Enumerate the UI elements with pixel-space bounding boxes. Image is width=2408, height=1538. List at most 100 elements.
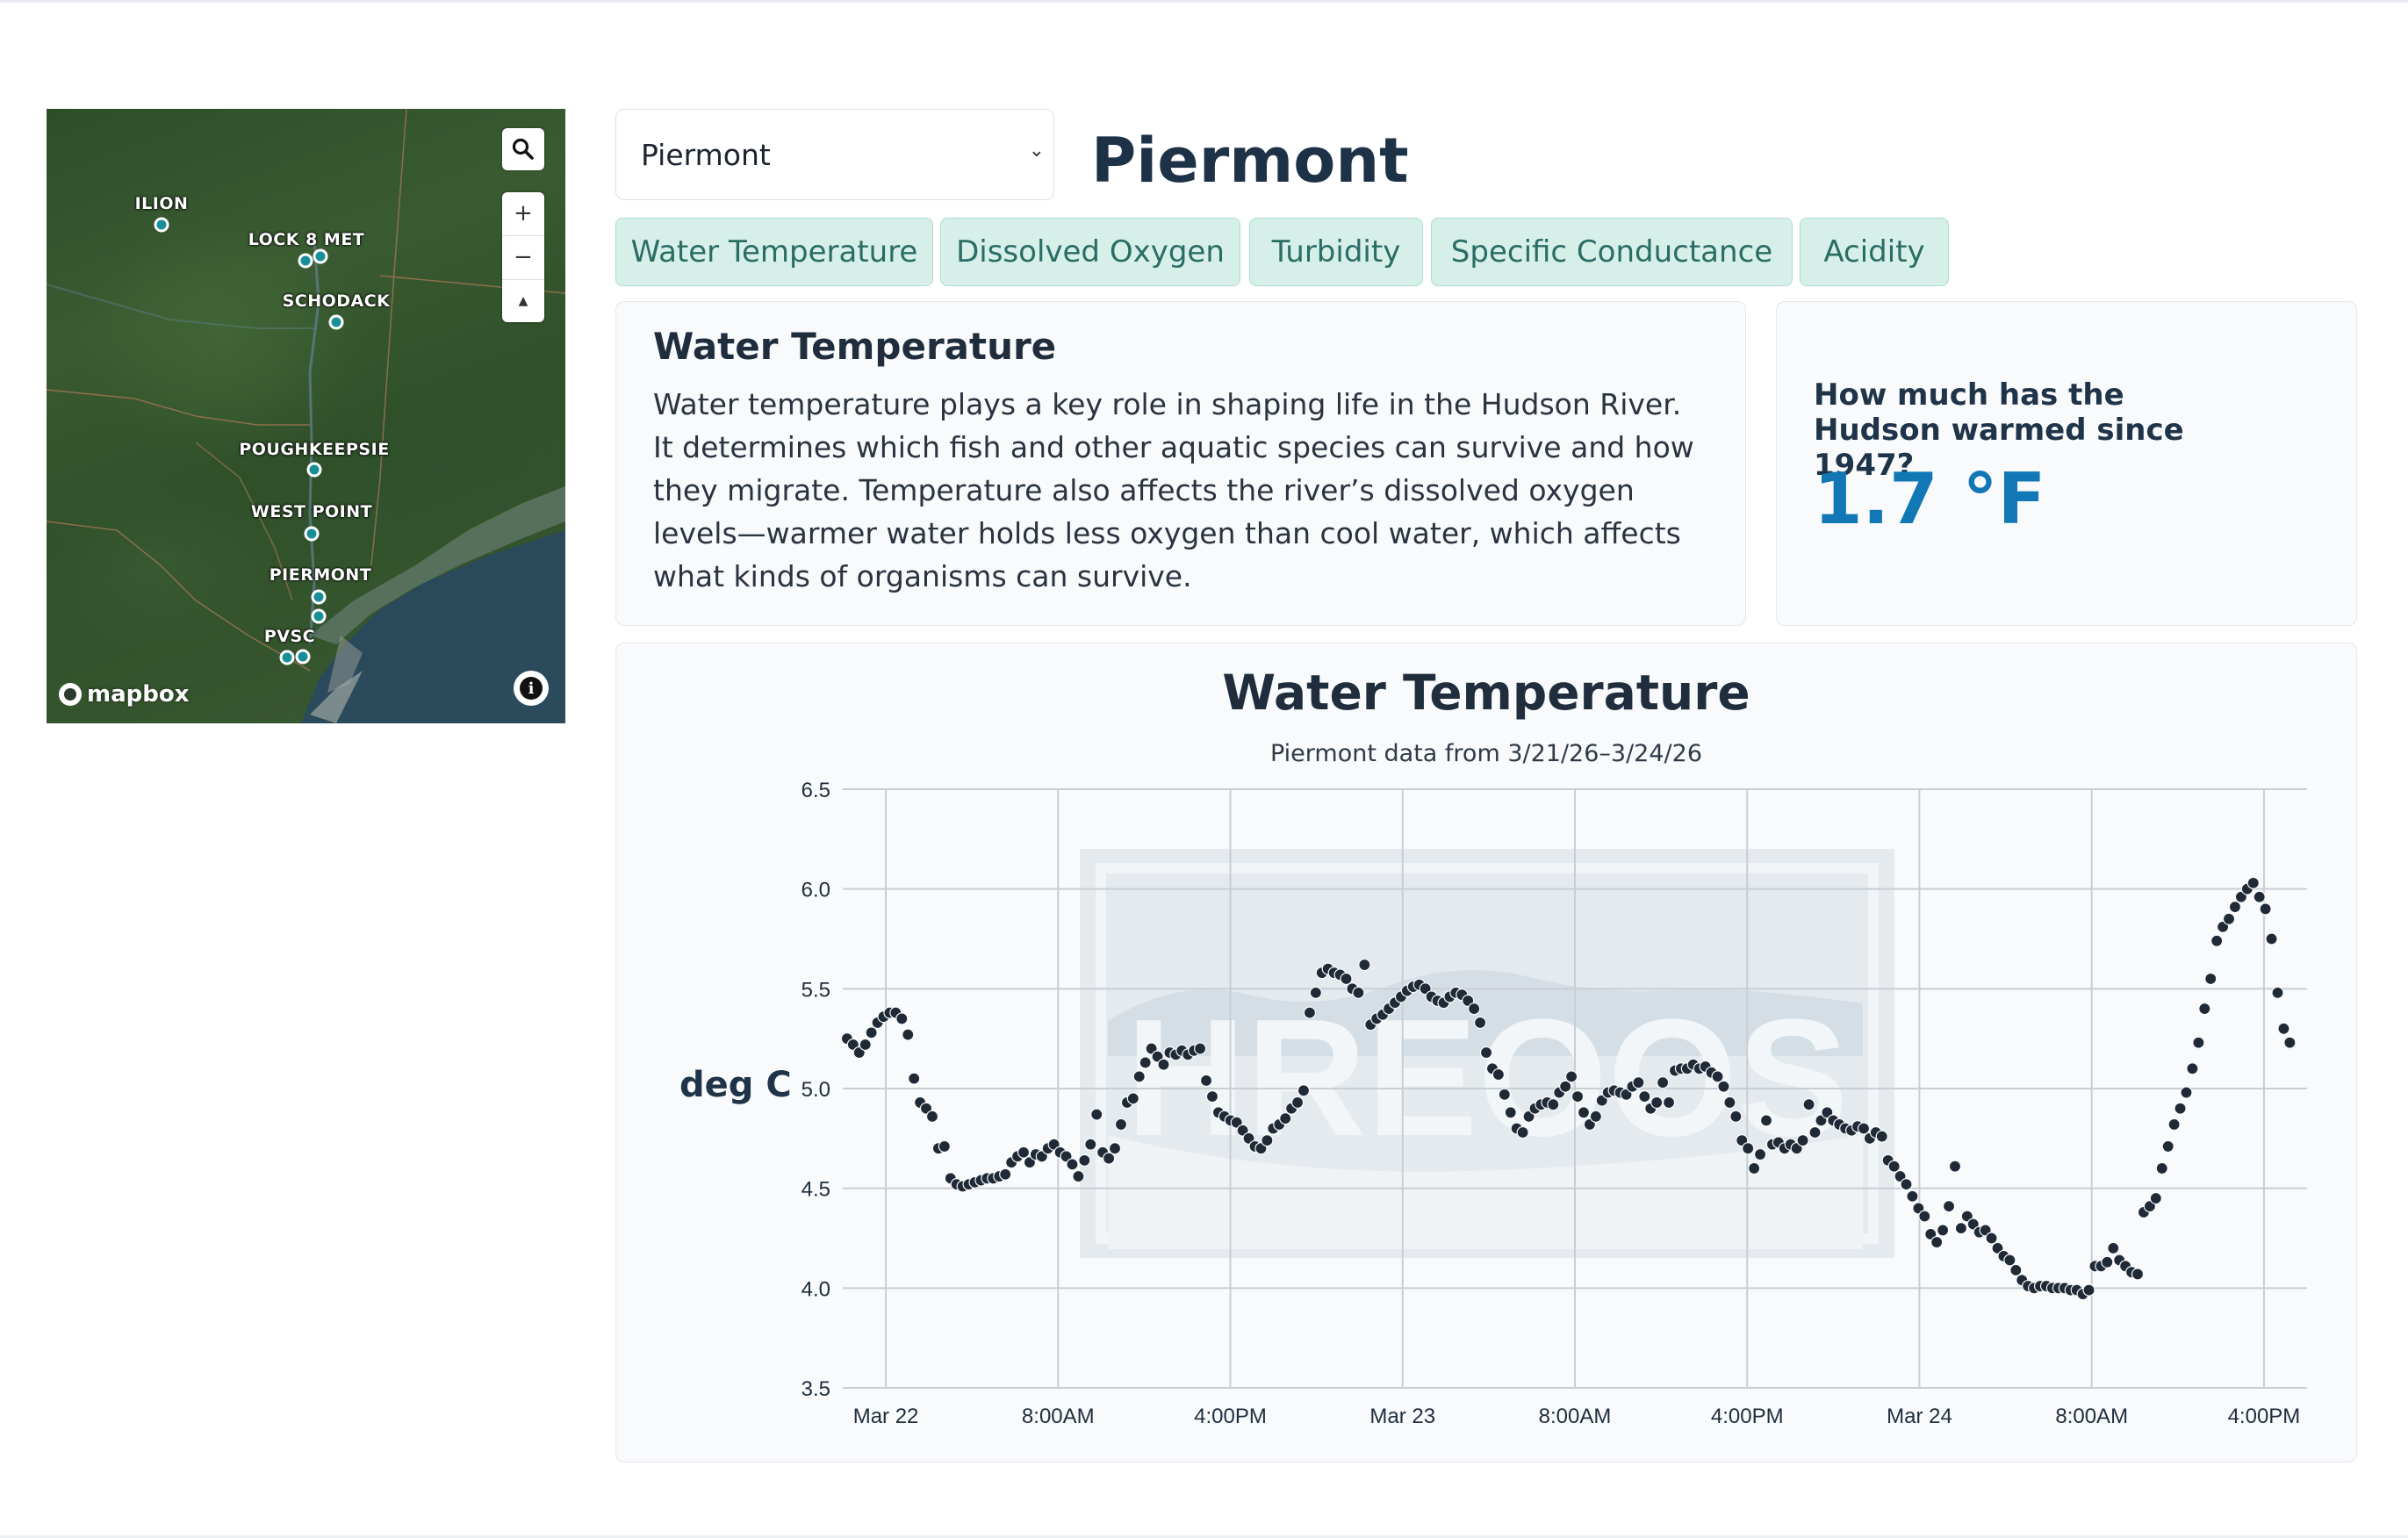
data-point xyxy=(1279,1111,1292,1125)
data-point xyxy=(1589,1110,1602,1123)
data-point xyxy=(1290,1096,1305,1110)
data-point xyxy=(2283,1036,2297,1049)
x-tick-label: 8:00AM xyxy=(1539,1405,1612,1428)
y-tick-label: 5.5 xyxy=(801,978,830,1002)
data-point xyxy=(1748,1161,1761,1175)
y-tick-labels: 6.5 6.0 5.5 5.0 4.5 4.0 3.5 xyxy=(801,779,830,1401)
tab-acidity[interactable]: Acidity xyxy=(1800,218,1949,286)
data-point xyxy=(2082,1283,2095,1297)
marker-piermont-south[interactable] xyxy=(311,608,327,624)
data-point xyxy=(2259,902,2272,916)
data-points xyxy=(840,876,2297,1301)
data-point xyxy=(1742,1142,1755,1155)
data-point xyxy=(1802,1098,1815,1111)
data-point xyxy=(1937,1224,1950,1237)
chart-watermark: HREOOS xyxy=(1080,849,1894,1258)
marker-pvsc-b[interactable] xyxy=(295,649,311,665)
marker-lock-8-met-a[interactable] xyxy=(298,253,313,269)
data-point xyxy=(1297,1084,1311,1097)
data-point xyxy=(1662,1096,1676,1110)
description-card: Water Temperature Water temperature play… xyxy=(615,301,1746,626)
data-point xyxy=(1468,1002,1481,1016)
data-point xyxy=(1759,1114,1773,1127)
data-point xyxy=(902,1028,915,1041)
marker-pvsc-a[interactable] xyxy=(279,650,295,665)
data-point xyxy=(1084,1138,1097,1151)
data-point xyxy=(999,1168,1012,1181)
data-point xyxy=(1857,1122,1871,1135)
data-point xyxy=(1473,1016,1487,1030)
data-point xyxy=(1565,1070,1578,1083)
tab-turbidity[interactable]: Turbidity xyxy=(1249,218,1423,286)
data-point xyxy=(2222,912,2236,925)
x-tick-label: 8:00AM xyxy=(2055,1405,2128,1428)
data-point xyxy=(2174,1102,2187,1115)
chart-subtitle: Piermont data from 3/21/26–3/24/26 xyxy=(1269,740,1702,767)
data-point xyxy=(1205,1089,1219,1103)
mapbox-attribution[interactable]: mapbox xyxy=(59,681,190,708)
data-point xyxy=(1352,986,1365,999)
chart-card: Water Temperature Piermont data from 3/2… xyxy=(615,643,2357,1463)
zoom-in-button[interactable]: + xyxy=(502,192,544,234)
data-point xyxy=(2271,986,2284,999)
x-tick-labels: Mar 22 8:00AM 4:00PM Mar 23 8:00AM 4:00PM Mar … xyxy=(853,1405,2301,1428)
marker-ilion[interactable] xyxy=(154,217,169,233)
marker-west-point[interactable] xyxy=(304,526,320,542)
compass-button[interactable]: ▲ xyxy=(502,280,544,322)
data-point xyxy=(1942,1200,1956,1213)
data-point xyxy=(1875,1130,1888,1143)
data-point xyxy=(1194,1042,1207,1055)
data-point xyxy=(2198,1002,2211,1016)
stat-value: 1.7 °F xyxy=(1814,458,2046,540)
zoom-out-button[interactable]: − xyxy=(502,236,544,278)
x-tick-label: 8:00AM xyxy=(1022,1405,1095,1428)
data-point xyxy=(1729,1110,1743,1123)
map-search-button[interactable] xyxy=(502,128,544,170)
data-point xyxy=(1808,1125,1822,1139)
data-point xyxy=(938,1139,951,1154)
zoom-in-icon: + xyxy=(514,200,533,226)
compass-icon: ▲ xyxy=(518,294,528,308)
y-tick-label: 4.0 xyxy=(801,1277,830,1301)
map-info-button[interactable]: i xyxy=(514,671,549,706)
marker-label-lock-8-met: LOCK 8 MET xyxy=(248,230,365,249)
data-point xyxy=(1261,1134,1274,1147)
data-point xyxy=(2204,972,2218,986)
data-point xyxy=(1918,1210,1931,1223)
tab-dissolved-oxygen[interactable]: Dissolved Oxygen xyxy=(940,218,1240,286)
y-axis-label: deg C xyxy=(679,1065,792,1105)
data-point xyxy=(2101,1255,2114,1268)
data-point xyxy=(1954,1222,1968,1235)
tab-water-temperature[interactable]: Water Temperature xyxy=(615,218,933,286)
x-tick-label: Mar 23 xyxy=(1369,1405,1435,1428)
marker-label-schodack: SCHODACK xyxy=(282,291,391,311)
zoom-out-icon: − xyxy=(514,244,533,270)
data-point xyxy=(1072,1169,1085,1183)
site-select[interactable]: Piermont ⌄ xyxy=(615,109,1054,200)
data-point xyxy=(1303,1006,1317,1019)
x-tick-label: 4:00PM xyxy=(1711,1405,1784,1428)
chart-plot[interactable]: HREOOS 6.5 6.0 5.5 5.0 4.5 4.0 3.5 Mar 22 8:00A… xyxy=(616,643,2358,1463)
data-point xyxy=(1017,1146,1031,1159)
data-point xyxy=(1516,1125,1529,1139)
tab-specific-conductance[interactable]: Specific Conductance xyxy=(1431,218,1793,286)
data-point xyxy=(1479,1046,1493,1060)
bottom-rule xyxy=(0,1535,2408,1538)
y-tick-label: 3.5 xyxy=(801,1377,830,1401)
marker-lock-8-met-b[interactable] xyxy=(313,248,328,264)
marker-piermont[interactable] xyxy=(311,589,327,605)
marker-schodack[interactable] xyxy=(328,314,344,330)
data-point xyxy=(1078,1154,1091,1167)
data-point xyxy=(1498,1088,1511,1101)
x-tick-label: 4:00PM xyxy=(2228,1405,2301,1428)
zoom-divider xyxy=(502,235,544,236)
marker-poughkeepsie[interactable] xyxy=(306,462,322,478)
station-map[interactable]: ILION LOCK 8 MET SCHODACK POUGHKEEPSIE W… xyxy=(47,109,565,723)
data-point xyxy=(1547,1098,1560,1111)
y-tick-label: 6.5 xyxy=(801,779,830,802)
data-point xyxy=(1650,1096,1664,1110)
chevron-down-icon: ⌄ xyxy=(1028,140,1045,162)
data-point xyxy=(2253,890,2266,903)
data-point xyxy=(908,1072,921,1085)
data-point xyxy=(2009,1263,2023,1276)
